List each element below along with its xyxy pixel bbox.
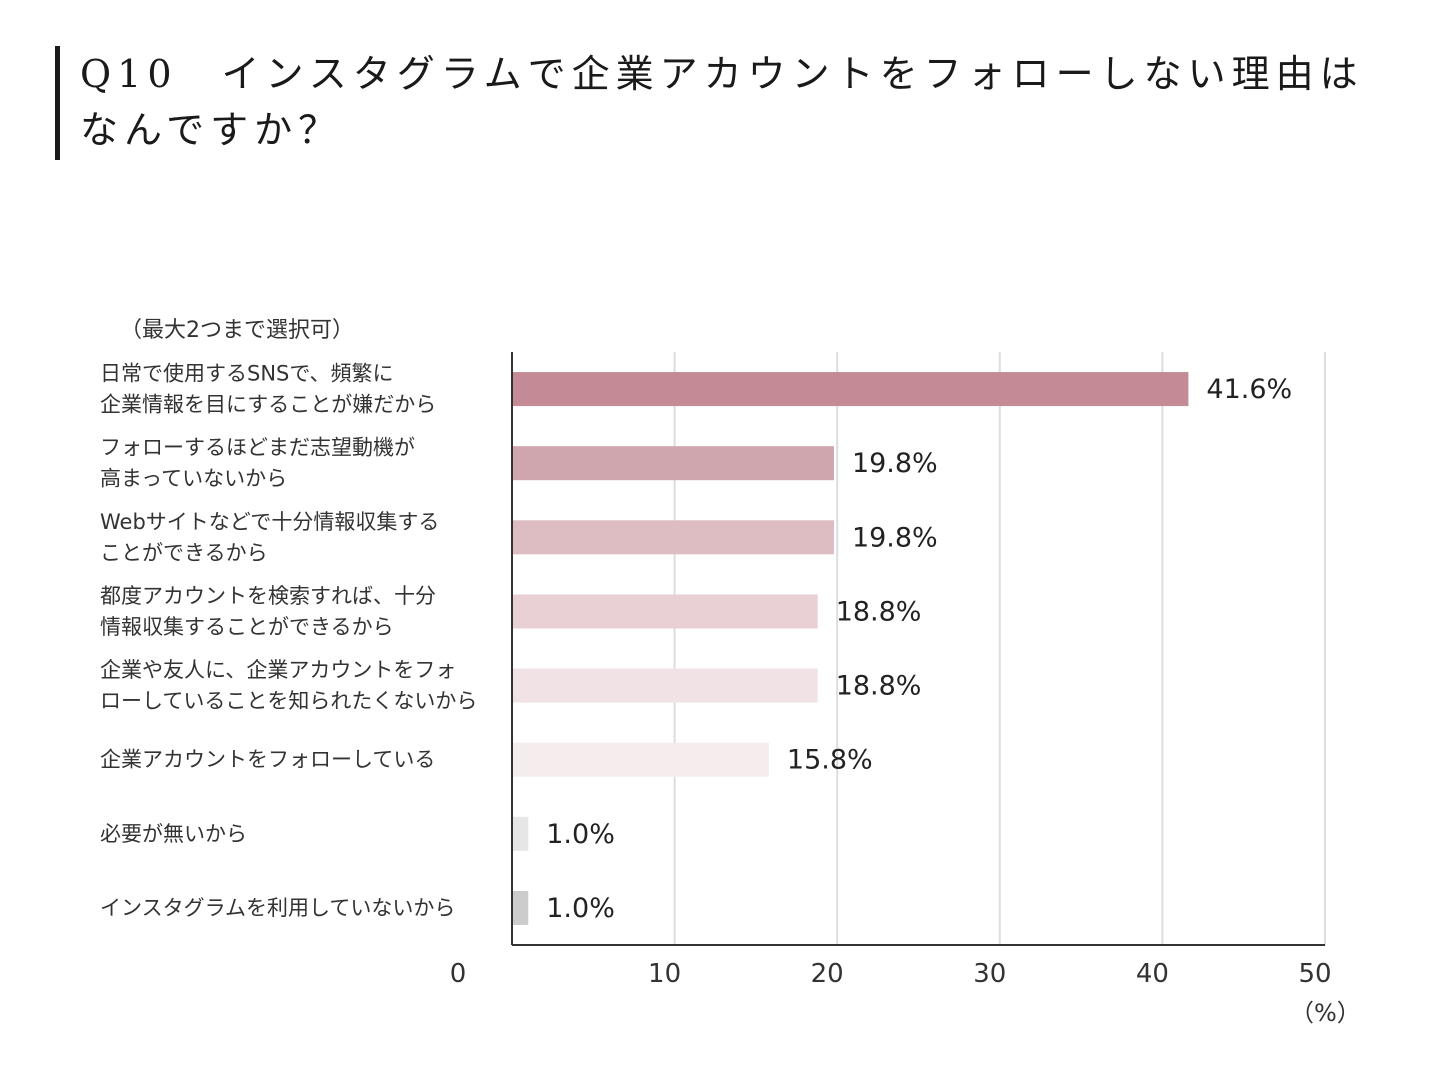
axis-unit-label: （%）	[1290, 999, 1361, 1027]
bar-7	[512, 816, 529, 851]
value-label-1: 41.6%	[1206, 374, 1292, 405]
x-tick-30: 30	[973, 959, 1006, 989]
value-label-2: 19.8%	[852, 448, 938, 479]
bar-6	[512, 742, 769, 777]
axes	[511, 352, 1325, 946]
bar-8	[512, 890, 529, 925]
gridlines	[673, 352, 1326, 945]
category-label-1: 日常で使用するSNSで、頻繁に企業情報を目にすることが嫌だから	[100, 362, 436, 417]
category-label-8: インスタグラムを利用していないから	[100, 896, 455, 920]
title-accent-bar	[55, 46, 60, 160]
bar-5	[512, 668, 818, 703]
category-labels: 日常で使用するSNSで、頻繁に企業情報を目にすることが嫌だからフォローするほどま…	[100, 362, 477, 920]
bar-4	[512, 594, 818, 629]
x-tick-20: 20	[811, 959, 844, 989]
category-label-3: Webサイトなどで十分情報収集することができるから	[100, 510, 439, 565]
category-label-7: 必要が無いから	[100, 822, 247, 846]
bar-1	[512, 372, 1189, 407]
category-label-4: 都度アカウントを検索すれば、十分情報収集することができるから	[100, 584, 436, 639]
category-label-5: 企業や友人に、企業アカウントをフォローしていることを知られたくないから	[100, 658, 477, 713]
x-tick-50: 50	[1298, 959, 1331, 989]
category-label-2: フォローするほどまだ志望動機が高まっていないから	[100, 436, 415, 491]
category-label-6: 企業アカウントをフォローしている	[100, 748, 435, 772]
value-label-6: 15.8%	[787, 745, 873, 776]
bar-3	[512, 520, 834, 555]
selection-note: （最大2つまで選択可）	[120, 318, 354, 343]
page-title: Q10 インスタグラムで企業アカウントをフォローしない理由はなんですか？	[80, 52, 1364, 152]
x-tick-10: 10	[648, 959, 681, 989]
value-label-3: 19.8%	[852, 522, 938, 553]
value-label-5: 18.8%	[836, 671, 922, 702]
value-label-7: 1.0%	[546, 819, 615, 850]
bar-2	[512, 446, 834, 481]
value-label-4: 18.8%	[836, 596, 922, 627]
value-labels: 41.6% 19.8% 19.8% 18.8% 18.8% 15.8% 1.0% 1.0%	[546, 374, 1292, 924]
value-label-8: 1.0%	[546, 893, 615, 924]
tick-labels: 0 10 20 30 40 50	[450, 959, 1332, 989]
x-tick-0: 0	[450, 959, 467, 989]
x-tick-40: 40	[1136, 959, 1169, 989]
bars	[512, 372, 1189, 925]
